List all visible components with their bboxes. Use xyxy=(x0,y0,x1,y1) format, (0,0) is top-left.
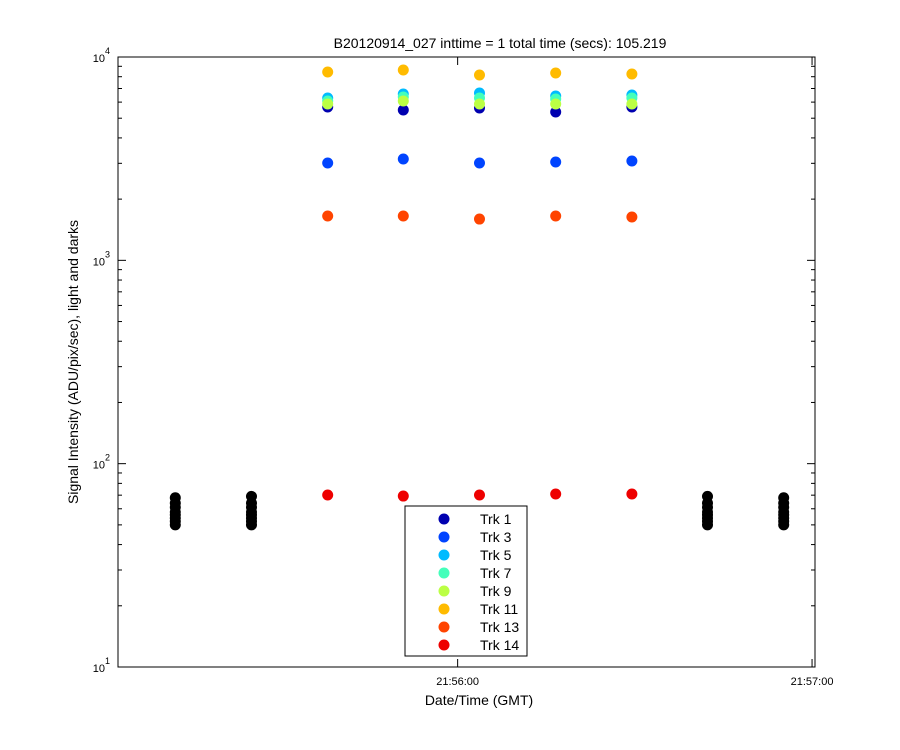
point xyxy=(550,156,562,168)
legend-label: Trk 9 xyxy=(480,583,512,599)
y-tick-exp: 4 xyxy=(105,46,110,56)
dark-point xyxy=(701,490,713,502)
point xyxy=(322,98,334,110)
y-tick-base: 10 xyxy=(93,256,105,268)
point xyxy=(550,210,562,222)
point xyxy=(322,489,334,501)
point xyxy=(626,488,638,500)
point xyxy=(550,106,562,118)
dark-point xyxy=(169,492,181,504)
y-tick-exp: 3 xyxy=(105,249,110,259)
dark-point xyxy=(778,492,790,504)
point xyxy=(397,104,409,116)
point xyxy=(550,488,562,500)
point xyxy=(322,157,334,169)
y-tick-label: 101 xyxy=(93,656,110,675)
legend-marker xyxy=(438,531,450,543)
y-axis-label: Signal Intensity (ADU/pix/sec), light an… xyxy=(65,220,81,504)
legend-marker xyxy=(438,549,450,561)
x-axis-label: Date/Time (GMT) xyxy=(425,692,533,708)
y-tick-exp: 1 xyxy=(105,656,110,666)
point xyxy=(473,98,485,110)
point xyxy=(397,153,409,165)
point xyxy=(397,490,409,502)
dark-point xyxy=(245,490,257,502)
point xyxy=(473,489,485,501)
point xyxy=(626,211,638,223)
legend-marker xyxy=(438,513,450,525)
point xyxy=(322,66,334,78)
point xyxy=(397,210,409,222)
y-tick-label: 104 xyxy=(93,46,110,65)
legend-box xyxy=(404,505,528,657)
point xyxy=(473,69,485,81)
y-tick-exp: 2 xyxy=(105,453,110,463)
legend-label: Trk 7 xyxy=(480,565,512,581)
point xyxy=(550,67,562,79)
point xyxy=(473,157,485,169)
point xyxy=(626,68,638,80)
point xyxy=(322,210,334,222)
point xyxy=(397,95,409,107)
point xyxy=(397,64,409,76)
legend-label: Trk 14 xyxy=(480,637,519,653)
legend-marker xyxy=(438,567,450,579)
legend-marker xyxy=(438,603,450,615)
legend-label: Trk 3 xyxy=(480,529,512,545)
legend-marker xyxy=(438,585,450,597)
point xyxy=(550,98,562,110)
legend-marker xyxy=(438,639,450,651)
point xyxy=(473,213,485,225)
legend-label: Trk 5 xyxy=(480,547,512,563)
y-tick-base: 10 xyxy=(93,460,105,472)
chart-title: B20120914_027 inttime = 1 total time (se… xyxy=(334,35,667,51)
legend-label: Trk 1 xyxy=(480,511,512,527)
y-tick-base: 10 xyxy=(93,663,105,675)
x-tick-label: 21:57:00 xyxy=(791,676,834,688)
point xyxy=(626,155,638,167)
x-tick-label: 21:56:00 xyxy=(436,676,479,688)
point xyxy=(626,98,638,110)
legend-label: Trk 11 xyxy=(480,601,518,617)
y-tick-base: 10 xyxy=(93,53,105,65)
y-tick-label: 103 xyxy=(93,249,110,268)
legend-marker xyxy=(438,621,450,633)
legend-label: Trk 13 xyxy=(480,619,519,635)
y-tick-label: 102 xyxy=(93,453,110,472)
